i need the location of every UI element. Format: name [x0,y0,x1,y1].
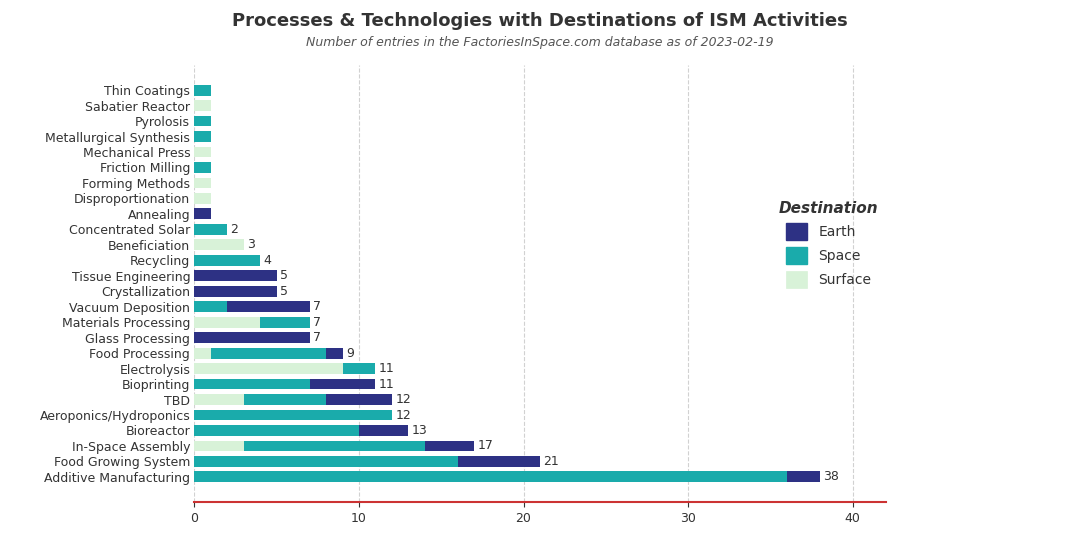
Bar [194,162,211,173]
Text: 11: 11 [379,377,394,390]
Text: Number of entries in the FactoriesInSpace.com database as of 2023-02-19: Number of entries in the FactoriesInSpac… [307,36,773,49]
Bar [244,394,326,405]
Title: Processes & Technologies with Destinations of ISM Activities: Processes & Technologies with Destinatio… [232,12,848,30]
Bar [244,441,424,451]
Bar [194,85,211,96]
Text: 7: 7 [313,300,321,313]
Text: 4: 4 [264,254,271,267]
Bar [342,363,376,374]
Bar [194,317,260,328]
Bar [326,394,392,405]
Bar [194,286,276,296]
Legend: Earth, Space, Surface: Earth, Space, Surface [772,194,886,295]
Bar [227,301,310,312]
Text: 5: 5 [280,285,288,298]
Text: 5: 5 [280,269,288,282]
Bar [194,116,211,126]
Bar [194,178,211,188]
Bar [424,441,474,451]
Bar [194,131,211,142]
Bar [458,456,540,467]
Bar [194,193,211,204]
Bar [194,271,276,281]
Bar [194,348,211,359]
Text: 3: 3 [247,238,255,251]
Bar [194,425,359,436]
Text: 17: 17 [477,440,494,453]
Bar [260,317,310,328]
Bar [194,441,244,451]
Bar [194,255,260,266]
Text: 21: 21 [543,455,559,468]
Bar [787,471,820,482]
Bar [194,394,244,405]
Text: 9: 9 [346,347,353,360]
Text: 2: 2 [231,223,239,236]
Bar [194,224,227,235]
Bar [359,425,408,436]
Bar [194,301,227,312]
Bar [194,471,787,482]
Bar [194,363,342,374]
Bar [326,348,342,359]
Bar [194,410,392,421]
Bar [310,379,376,389]
Bar [194,208,211,219]
Bar [194,100,211,111]
Bar [194,456,458,467]
Text: 38: 38 [823,470,839,483]
Bar [194,146,211,157]
Bar [194,239,244,250]
Text: 7: 7 [313,331,321,344]
Text: 13: 13 [411,424,428,437]
Text: 11: 11 [379,362,394,375]
Text: 12: 12 [395,393,410,406]
Text: 7: 7 [313,316,321,329]
Bar [194,379,310,389]
Bar [194,332,310,343]
Text: 12: 12 [395,409,410,422]
Bar [211,348,326,359]
